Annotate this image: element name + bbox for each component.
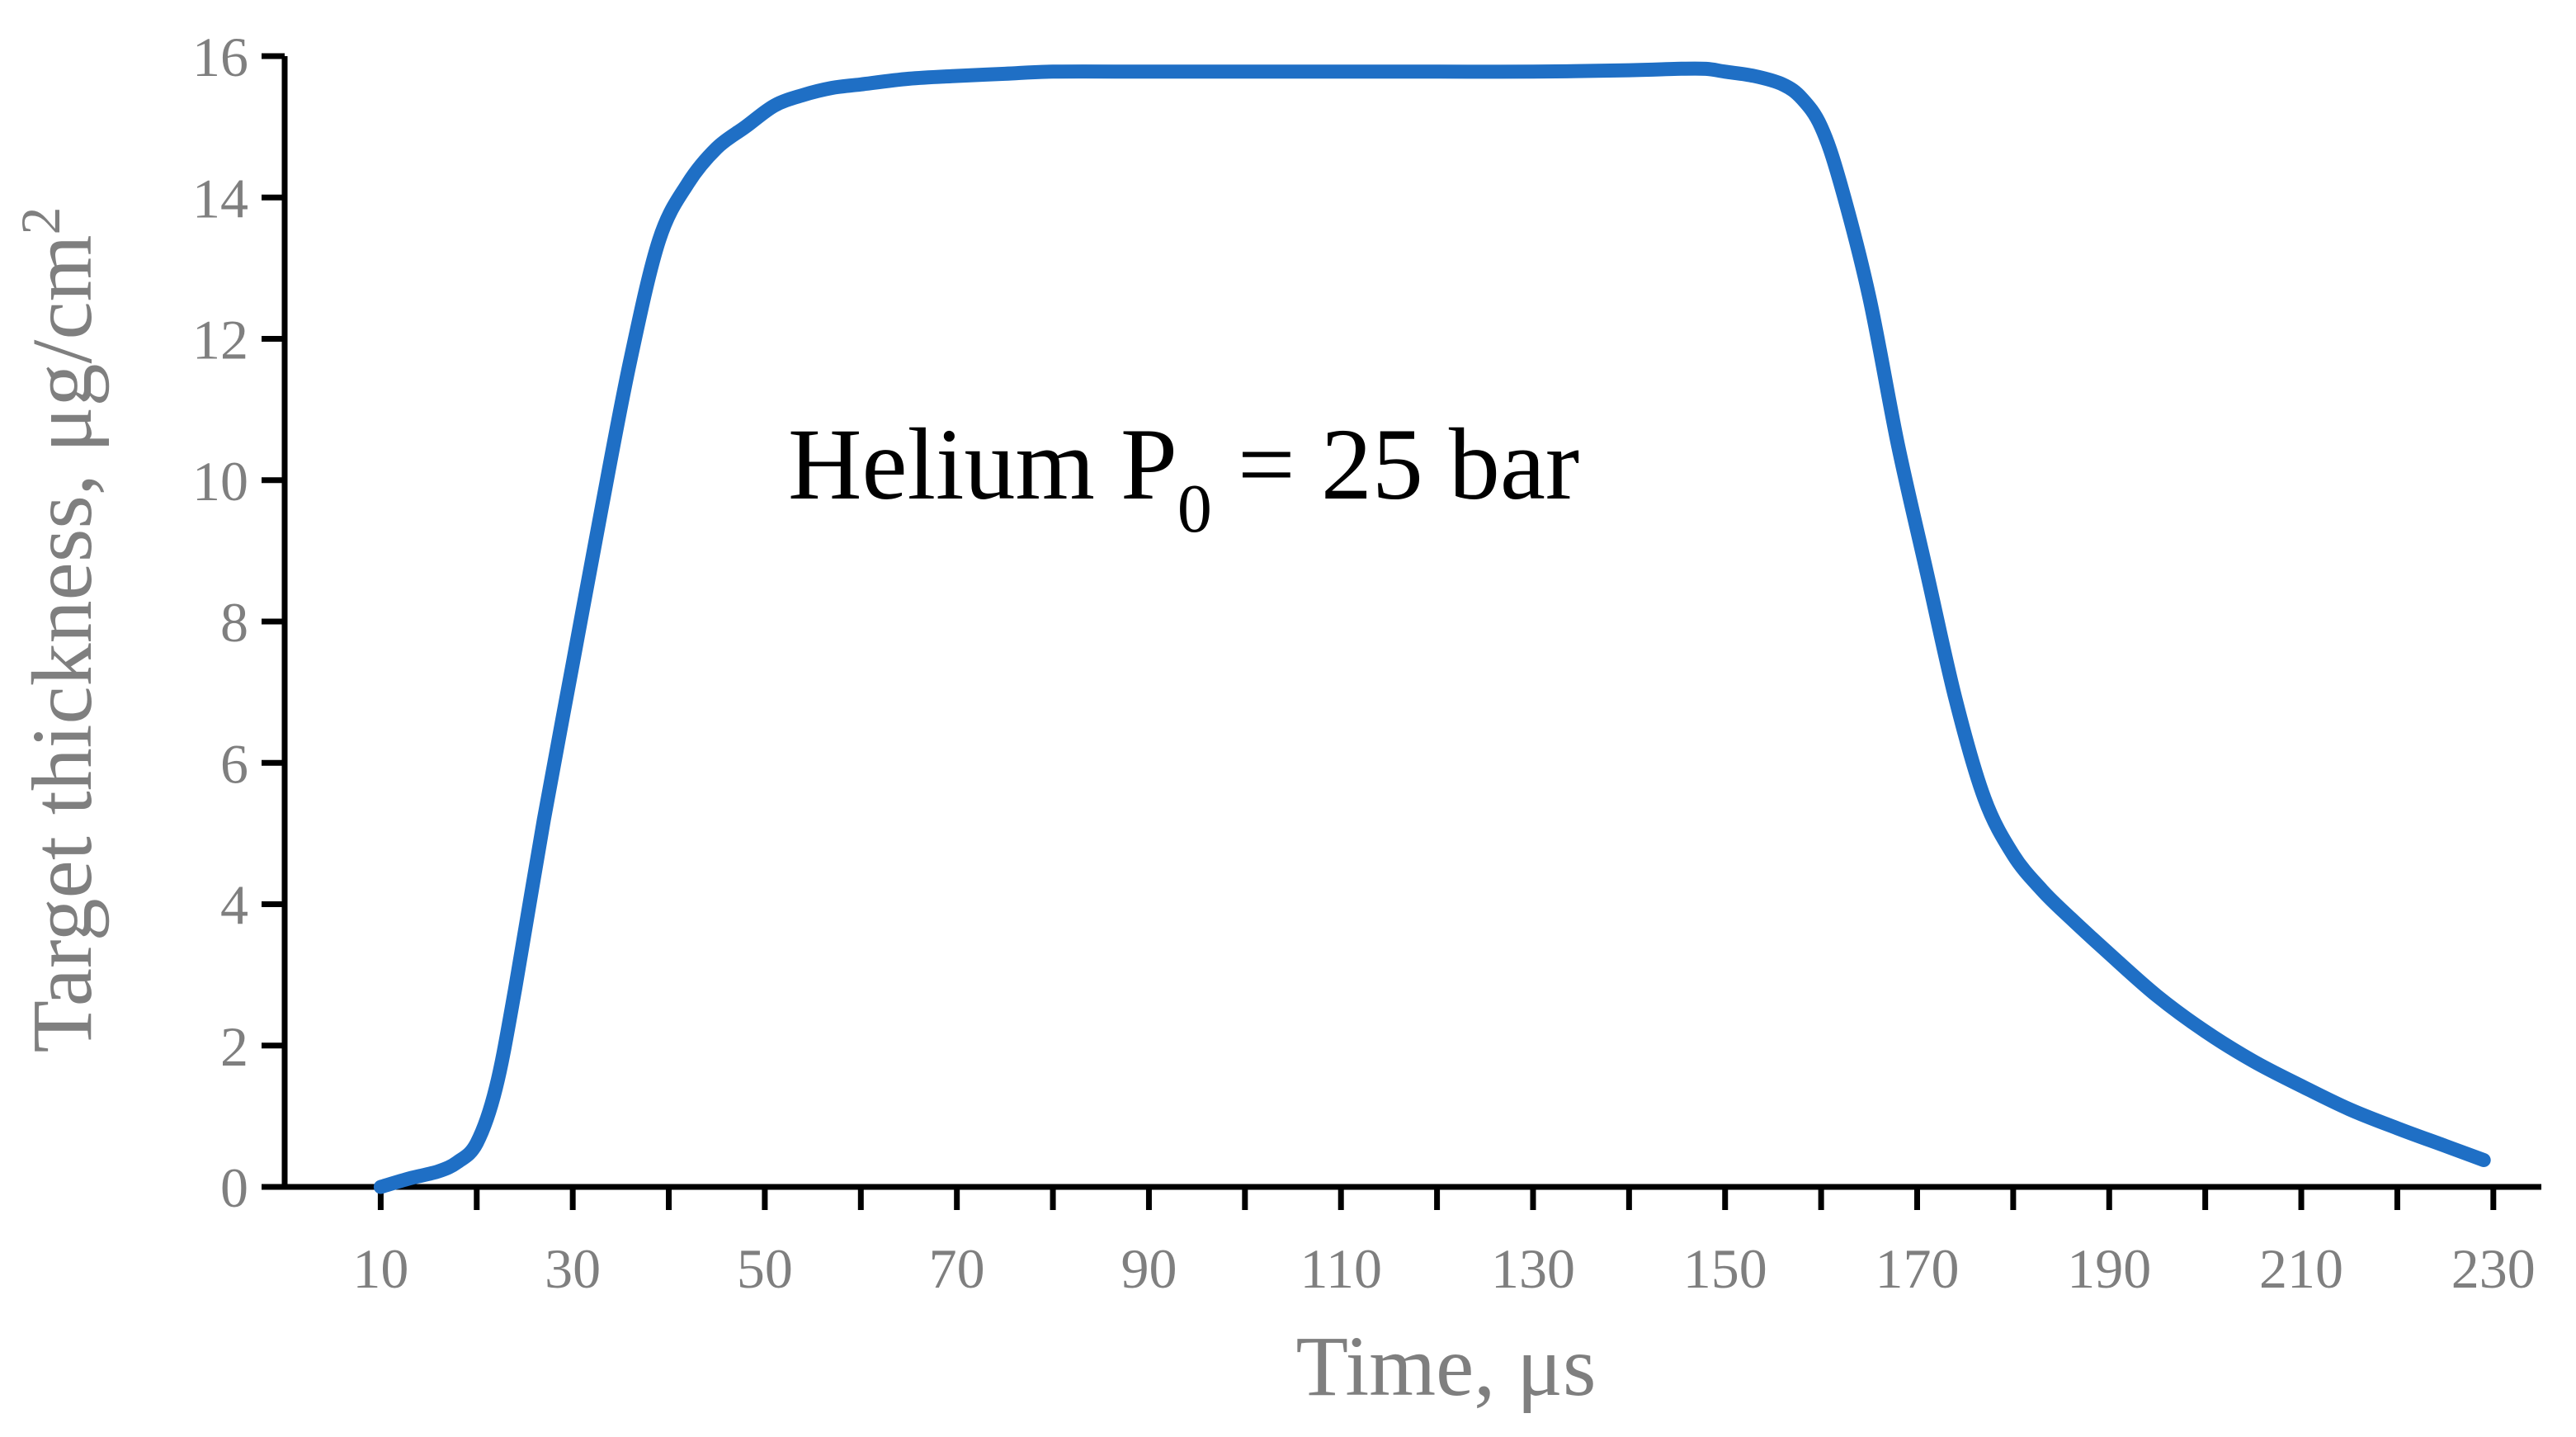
- y-tick-label: 4: [220, 874, 248, 937]
- y-tick-label: 10: [192, 450, 248, 513]
- x-tick-label: 230: [2451, 1237, 2536, 1300]
- y-axis-title: Target thickness, μg/cm2: [9, 207, 110, 1053]
- x-tick-label: 90: [1121, 1237, 1177, 1300]
- annotation-main: Helium P: [788, 408, 1177, 521]
- x-tick-label: 50: [737, 1237, 793, 1300]
- x-tick-label: 170: [1875, 1237, 1960, 1300]
- x-tick-label: 130: [1491, 1237, 1575, 1300]
- x-tick-label: 190: [2067, 1237, 2151, 1300]
- x-tick-label: 70: [929, 1237, 985, 1300]
- y-tick-label: 16: [192, 26, 248, 88]
- y-tick-label: 14: [192, 167, 248, 229]
- annotation-subscript: 0: [1177, 470, 1212, 547]
- ticks: [262, 53, 2497, 1210]
- labels: 0 2 4 6 8 10 12 14 16 10 30 50 70 90 110 130 150 170 190 21…: [9, 26, 2536, 1414]
- x-tick-label: 10: [352, 1237, 408, 1300]
- x-axis-title: Time, μs: [1295, 1319, 1596, 1414]
- y-axis-title-text: Target thickness, μg/cm: [15, 235, 110, 1053]
- series: [373, 61, 2491, 1194]
- axes: [281, 56, 2541, 1190]
- y-axis-title-superscript: 2: [9, 207, 72, 235]
- x-tick-label: 150: [1683, 1237, 1767, 1300]
- series-line: [373, 61, 2491, 1194]
- x-tick-label: 30: [545, 1237, 601, 1300]
- y-tick-label: 6: [220, 732, 248, 795]
- y-tick-label: 8: [220, 591, 248, 654]
- y-tick-label: 12: [192, 309, 248, 371]
- y-tick-label: 0: [220, 1156, 248, 1219]
- x-tick-label: 110: [1300, 1237, 1381, 1300]
- y-tick-label: 2: [220, 1015, 248, 1078]
- annotation-label: Helium P0 = 25 bar: [788, 408, 1579, 547]
- x-tick-label: 210: [2259, 1237, 2343, 1300]
- annotation-rest: = 25 bar: [1212, 408, 1579, 521]
